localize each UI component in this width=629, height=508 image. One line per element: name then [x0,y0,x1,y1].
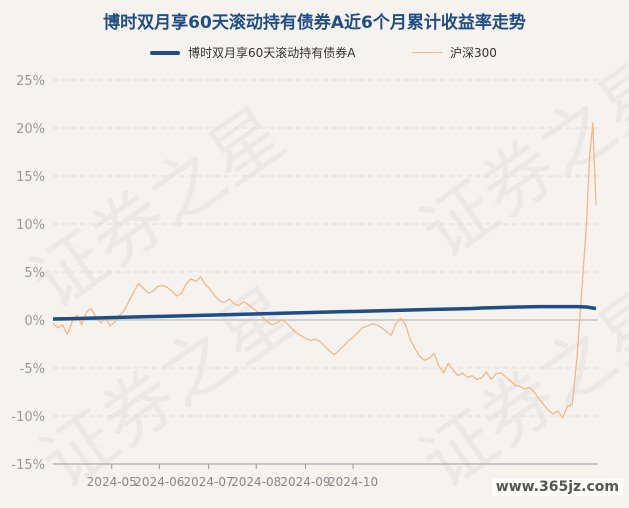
y-tick-label: 20% [16,122,45,137]
legend-item-fund[interactable]: 博时双月享60天滚动持有债券A [150,44,355,61]
chart-title: 博时双月享60天滚动持有债券A近6个月累计收益率走势 [103,13,526,33]
x-tick-label: 2024-10 [328,475,378,489]
legend-label-index: 沪深300 [450,46,497,60]
y-tick-label: 5% [24,266,45,281]
y-tick-label: -5% [20,362,45,377]
y-tick-label: 25% [16,74,45,89]
x-tick-label: 2024-06 [134,475,184,489]
y-tick-label: 15% [16,170,45,185]
legend-swatch-index [412,51,442,54]
y-tick-label: 0% [24,314,45,329]
site-watermark-label: www.365jz.com [491,478,623,496]
legend-item-index[interactable]: 沪深300 [412,44,497,61]
legend-label-fund: 博时双月享60天滚动持有债券A [188,46,356,60]
x-tick-label: 2024-09 [280,475,330,489]
x-tick-label: 2024-08 [231,475,281,489]
series-line-index [52,122,597,419]
legend: 博时双月享60天滚动持有债券A 沪深300 [0,44,629,66]
legend-swatch-fund [150,50,180,55]
y-tick-label: -15% [11,458,45,473]
y-tick-label: 10% [16,218,45,233]
y-tick-label: -10% [11,410,45,425]
series-line-fund [52,304,597,321]
x-tick-label: 2024-05 [87,475,137,489]
x-tick-label: 2024-07 [184,475,234,489]
